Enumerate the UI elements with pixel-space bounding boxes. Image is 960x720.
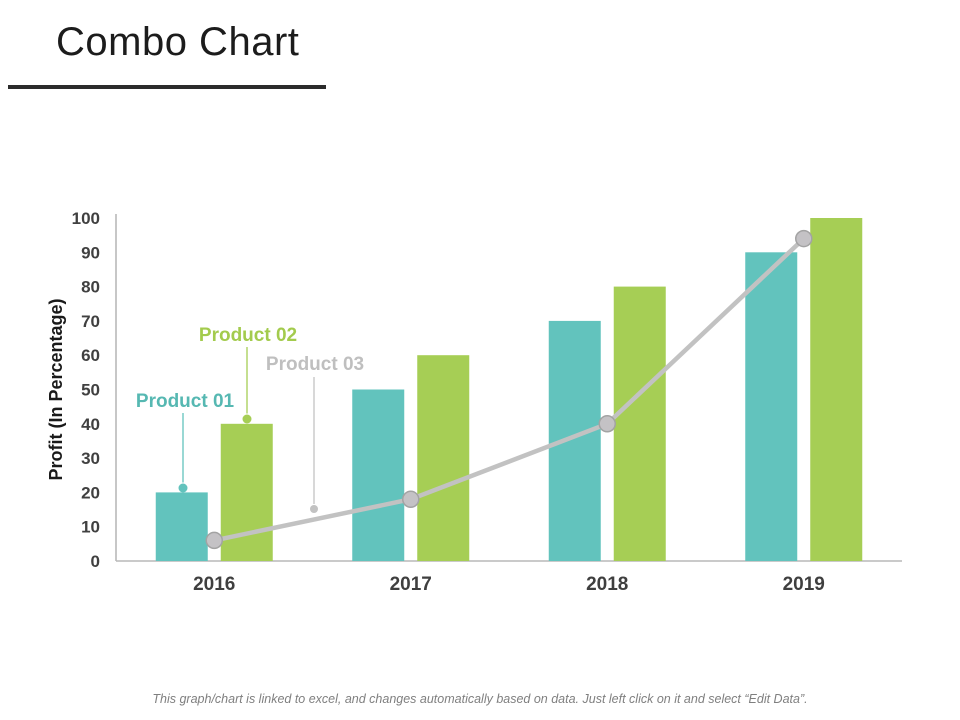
- y-tick-label: 50: [81, 381, 100, 400]
- legend-leader-dot-product-03: [310, 505, 318, 513]
- title-underline: [8, 85, 326, 89]
- x-category-label-2016: 2016: [193, 574, 235, 595]
- y-tick-label: 30: [81, 449, 100, 468]
- x-category-label-2018: 2018: [586, 574, 628, 595]
- y-tick-label: 90: [81, 243, 100, 262]
- legend-label-product-02: Product 02: [199, 325, 297, 346]
- legend-leader-dot-product-01: [178, 483, 188, 493]
- bar-product-01-2019: [745, 252, 798, 562]
- bar-product-01-2017: [352, 389, 405, 561]
- bar-product-02-2016: [220, 423, 273, 561]
- line-marker-2019: [795, 229, 813, 248]
- y-tick-label: 20: [81, 483, 100, 502]
- bar-product-02-2017: [417, 355, 470, 561]
- y-tick-label: 80: [81, 278, 100, 297]
- y-tick-label: 0: [91, 552, 100, 571]
- x-category-label-2019: 2019: [783, 574, 825, 595]
- footer-note: This graph/chart is linked to excel, and…: [152, 692, 808, 706]
- line-marker-2017: [402, 490, 420, 509]
- y-tick-label: 10: [81, 518, 100, 537]
- x-category-label-2017: 2017: [390, 574, 432, 595]
- bar-product-02-2018: [613, 286, 666, 561]
- page-title: Combo Chart: [56, 20, 300, 64]
- line-product-03: [213, 236, 806, 543]
- bar-product-02-2019: [810, 218, 863, 561]
- y-tick-label: 60: [81, 346, 100, 365]
- line-marker-2016: [205, 531, 223, 550]
- y-tick-label: 40: [81, 415, 100, 434]
- y-tick-label: 70: [81, 312, 100, 331]
- y-tick-label: 100: [72, 209, 100, 228]
- y-axis-title: Profit (In Percentage): [46, 298, 66, 480]
- legend-leader-dot-product-02: [242, 414, 252, 424]
- legend-label-product-03: Product 03: [266, 354, 364, 375]
- legend-label-product-01: Product 01: [136, 391, 235, 412]
- line-marker-2018: [598, 415, 616, 433]
- bar-product-01-2016: [155, 492, 208, 561]
